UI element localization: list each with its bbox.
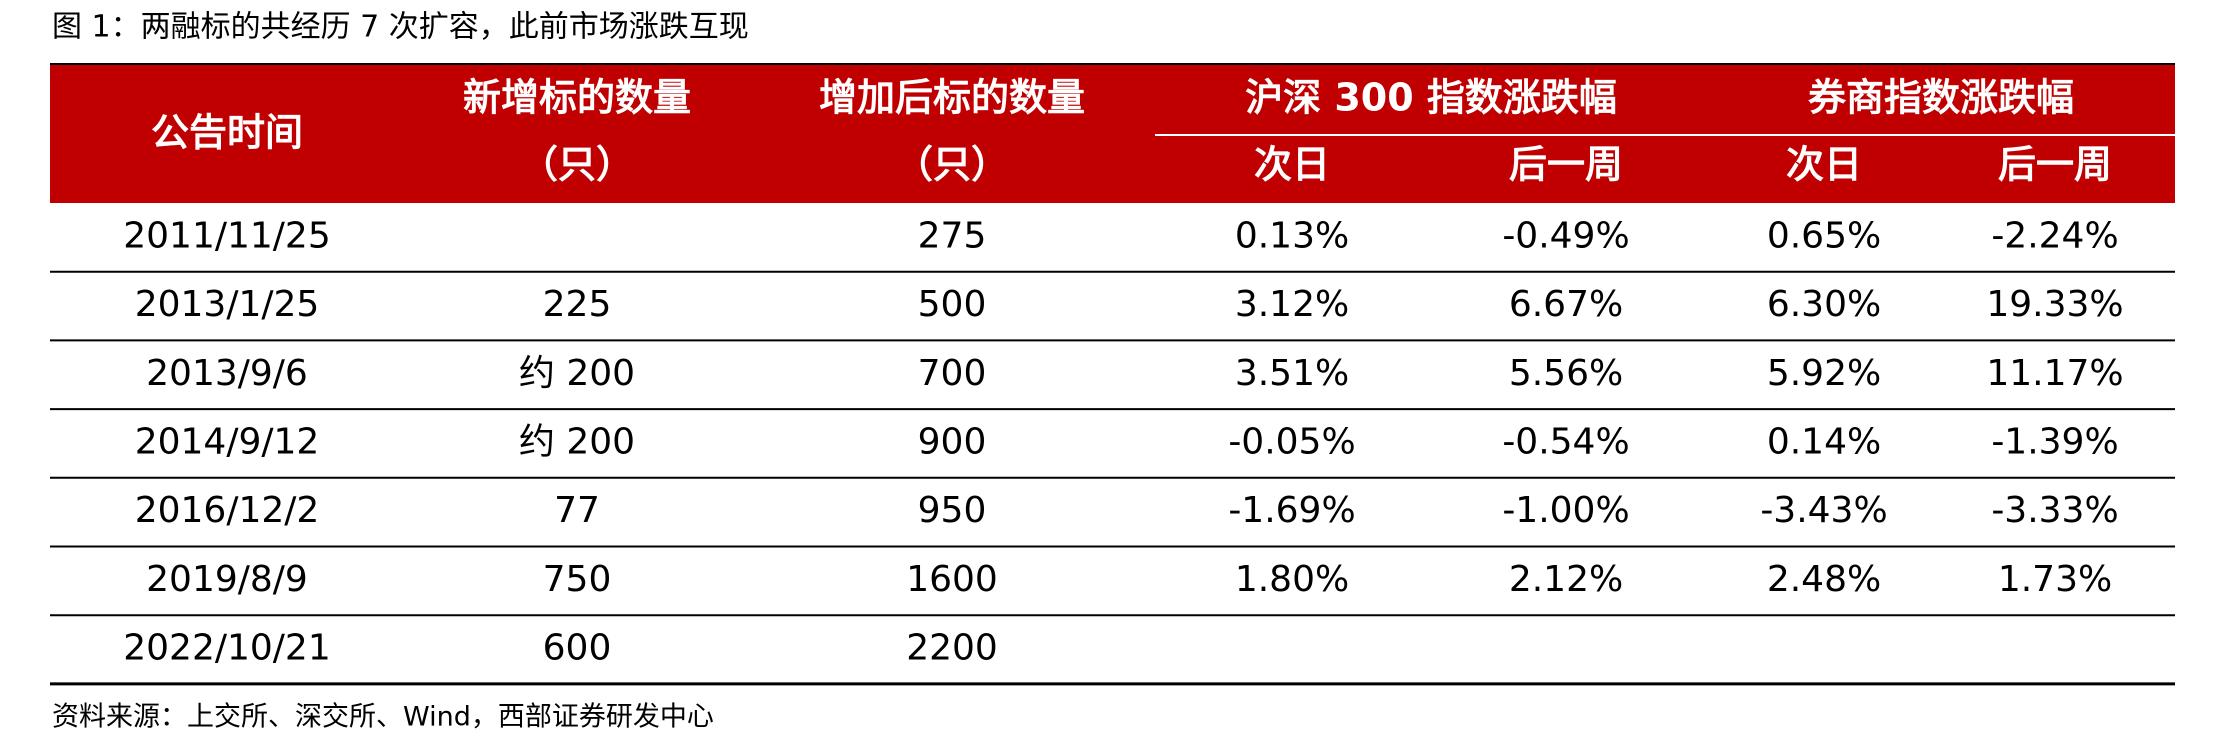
cell: 11.17%	[1986, 353, 2123, 394]
header-cell: 公告时间	[151, 111, 303, 155]
cell: 2014/9/12	[135, 421, 320, 462]
cell: 2011/11/25	[123, 215, 331, 256]
cell: -3.33%	[1991, 490, 2118, 531]
cell: 3.51%	[1235, 353, 1349, 394]
cell: 275	[918, 215, 987, 256]
cell: 700	[918, 353, 987, 394]
header-cell: （只）	[895, 143, 1009, 187]
cell: 3.12%	[1235, 284, 1349, 325]
cell: 750	[543, 559, 612, 600]
header-cell: 增加后标的数量	[819, 76, 1085, 120]
cell: 600	[543, 628, 612, 669]
cell: 0.14%	[1767, 421, 1881, 462]
source: 资料来源：上交所、深交所、Wind，西部证券研发中心	[52, 702, 714, 733]
cell: 500	[918, 284, 987, 325]
header-group: 券商指数涨跌幅	[1808, 76, 2074, 120]
cell: 77	[554, 490, 600, 531]
cell: -0.54%	[1502, 421, 1629, 462]
header-cell: （只）	[520, 143, 634, 187]
header-group: 沪深 300 指数涨跌幅	[1245, 76, 1617, 120]
cell: 2.48%	[1767, 559, 1881, 600]
cell: 1.73%	[1998, 559, 2112, 600]
cell: 6.30%	[1767, 284, 1881, 325]
cell: -1.39%	[1991, 421, 2118, 462]
cell: -1.00%	[1502, 490, 1629, 531]
cell: 19.33%	[1986, 284, 2123, 325]
cell: -3.43%	[1760, 490, 1887, 531]
header-bg	[50, 64, 2175, 203]
title: 图 1：两融标的共经历 7 次扩容，此前市场涨跌互现	[52, 10, 749, 45]
cell: -1.69%	[1228, 490, 1355, 531]
cell: -0.49%	[1502, 215, 1629, 256]
cell: 2013/1/25	[135, 284, 320, 325]
header-cell: 新增标的数量	[463, 76, 691, 120]
cell: 950	[918, 490, 987, 531]
cell: 225	[543, 284, 612, 325]
cell: 2022/10/21	[123, 628, 331, 669]
cell: 5.56%	[1509, 353, 1623, 394]
cell: 2016/12/2	[135, 490, 320, 531]
header-cell: 后一周	[1509, 143, 1623, 187]
header-cell: 次日	[1254, 143, 1330, 187]
cell: 6.67%	[1509, 284, 1623, 325]
header-cell: 次日	[1786, 143, 1862, 187]
cell: 约 200	[519, 353, 635, 394]
cell: 1600	[906, 559, 998, 600]
cell: 2200	[906, 628, 998, 669]
cell: 2013/9/6	[146, 353, 308, 394]
cell: 约 200	[519, 421, 635, 462]
cell: -0.05%	[1228, 421, 1355, 462]
cell: 5.92%	[1767, 353, 1881, 394]
header-cell: 后一周	[1998, 143, 2112, 187]
cell: 0.13%	[1235, 215, 1349, 256]
cell: 900	[918, 421, 987, 462]
cell: -2.24%	[1991, 215, 2118, 256]
cell: 2.12%	[1509, 559, 1623, 600]
cell: 0.65%	[1767, 215, 1881, 256]
cell: 1.80%	[1235, 559, 1349, 600]
cell: 2019/8/9	[146, 559, 308, 600]
